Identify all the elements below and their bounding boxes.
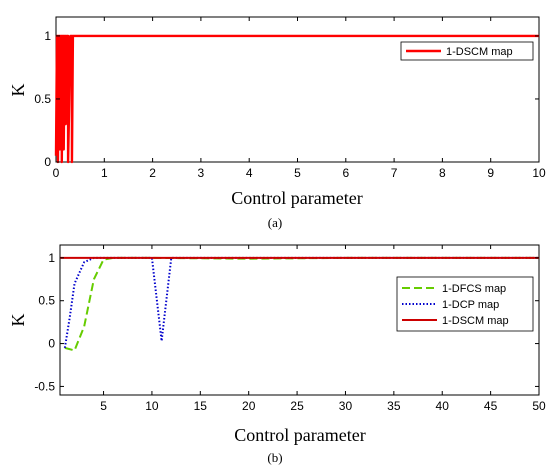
y-tick-label: 0 [44, 155, 51, 169]
y-tick-label: 0.5 [38, 294, 55, 308]
x-axis-label-a: Control parameter [231, 188, 362, 208]
legend-label: 1-DFCS map [442, 283, 506, 295]
legend-a: 1-DSCM map [400, 41, 534, 61]
x-tick-label: 35 [387, 399, 401, 413]
y-tick-label: 1 [44, 29, 51, 43]
y-tick-label: 0.5 [34, 92, 51, 106]
y-axis-label-a: K [8, 84, 28, 97]
y-axis-label-b: K [8, 314, 28, 327]
x-tick-label: 25 [290, 399, 304, 413]
x-tick-label: 50 [532, 399, 546, 413]
caption-b: (b) [267, 450, 282, 465]
x-tick-label: 8 [439, 166, 446, 180]
x-tick-label: 10 [145, 399, 159, 413]
y-tick-label: -0.5 [34, 379, 55, 393]
plot-area-a [55, 16, 540, 163]
x-tick-label: 7 [391, 166, 398, 180]
x-tick-label: 6 [342, 166, 349, 180]
caption-a: (a) [268, 215, 282, 230]
legend-label: 1-DSCM map [442, 315, 509, 327]
ticks-b: 5 10 15 20 25 30 35 40 45 50 -0.5 0 0.5 1 [34, 245, 546, 413]
ticks-a: 0 1 2 3 4 5 6 7 8 9 10 0 0.5 1 [34, 17, 546, 180]
legend-box [400, 41, 534, 61]
x-tick-label: 5 [100, 399, 107, 413]
y-tick-label: 1 [48, 251, 55, 265]
legend-label: 1-DSCM map [446, 46, 513, 58]
x-tick-label: 15 [194, 399, 208, 413]
x-tick-label: 9 [487, 166, 494, 180]
x-tick-label: 2 [149, 166, 156, 180]
x-tick-label: 1 [101, 166, 108, 180]
chart-b: 5 10 15 20 25 30 35 40 45 50-0.500.51 1-DFCS map1… [8, 244, 546, 465]
x-tick-label: 5 [294, 166, 301, 180]
x-tick-label: 45 [484, 399, 498, 413]
x-axis-label-b: Control parameter [234, 425, 365, 445]
x-tick-label: 10 [532, 166, 546, 180]
legend-b: 1-DFCS map 1-DCP map 1-DSCM map [396, 276, 534, 332]
x-tick-label: 4 [246, 166, 253, 180]
chart-a: 0 1 2 3 4 5 6 7 8 9 10 0 0.5 1 1-DSCM map Control par… [8, 16, 546, 230]
x-tick-label: 0 [53, 166, 60, 180]
legend-label: 1-DCP map [442, 299, 499, 311]
y-tick-label: 0 [48, 337, 55, 351]
x-tick-label: 20 [242, 399, 256, 413]
series-group-b [60, 256, 539, 352]
x-tick-label: 40 [436, 399, 450, 413]
x-tick-label: 30 [339, 399, 353, 413]
x-tick-label: 3 [198, 166, 205, 180]
